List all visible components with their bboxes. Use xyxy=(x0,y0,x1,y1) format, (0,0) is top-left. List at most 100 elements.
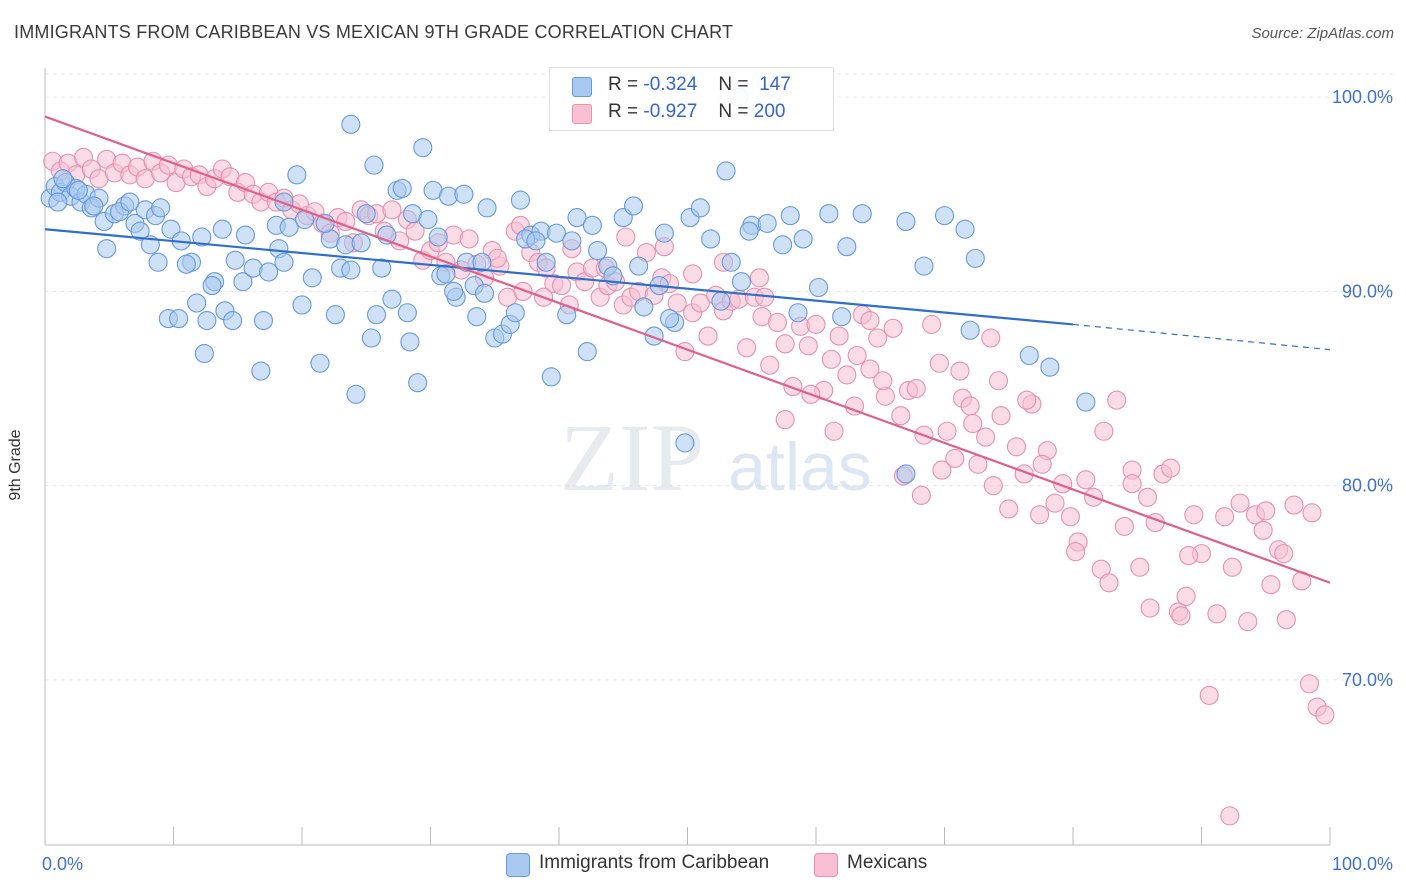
point-caribbean xyxy=(711,291,731,311)
point-mexicans xyxy=(824,421,844,441)
point-caribbean xyxy=(310,353,330,373)
point-mexicans xyxy=(749,268,770,288)
point-mexicans xyxy=(1274,544,1294,564)
point-caribbean xyxy=(408,373,428,393)
point-mexicans xyxy=(1094,421,1114,441)
point-caribbean xyxy=(541,367,561,387)
point-caribbean xyxy=(274,192,294,212)
trendline-caribbean xyxy=(44,228,1074,326)
point-caribbean xyxy=(773,235,793,255)
legend-r-label: R = xyxy=(608,74,639,95)
point-caribbean xyxy=(454,184,474,204)
point-caribbean xyxy=(965,248,985,268)
point-mexicans xyxy=(937,421,957,441)
point-caribbean xyxy=(187,293,207,313)
point-mexicans xyxy=(1220,806,1240,826)
point-caribbean xyxy=(253,310,274,331)
point-mexicans xyxy=(1315,705,1335,725)
point-caribbean xyxy=(279,217,299,237)
point-caribbean xyxy=(120,192,140,212)
point-caribbean xyxy=(97,239,117,259)
point-caribbean xyxy=(546,223,566,243)
point-caribbean xyxy=(832,307,852,327)
legend-n-label: N = xyxy=(718,101,749,122)
point-caribbean xyxy=(690,198,710,218)
point-mexicans xyxy=(950,361,970,381)
legend-n-value: 147 xyxy=(759,74,791,95)
point-mexicans xyxy=(1253,520,1273,540)
point-mexicans xyxy=(829,326,849,346)
y-tick-label: 70.0% xyxy=(1342,670,1393,690)
series-caribbean xyxy=(40,87,1096,484)
y-axis-title: 9th Grade xyxy=(7,429,24,501)
point-mexicans xyxy=(1256,501,1276,521)
point-mexicans xyxy=(382,200,402,220)
point-caribbean xyxy=(223,310,243,331)
point-mexicans xyxy=(1161,458,1181,478)
x-tick-label: 100.0% xyxy=(1332,854,1393,874)
point-caribbean xyxy=(302,268,322,288)
point-mexicans xyxy=(683,264,703,284)
point-mexicans xyxy=(883,318,903,338)
point-mexicans xyxy=(847,345,867,366)
point-caribbean xyxy=(567,208,587,228)
point-caribbean xyxy=(536,252,556,272)
point-caribbean xyxy=(505,303,525,323)
point-mexicans xyxy=(1222,557,1242,577)
watermark: ZIP atlas xyxy=(560,404,872,511)
point-caribbean xyxy=(1019,345,1039,366)
point-mexicans xyxy=(459,229,479,249)
point-mexicans xyxy=(616,227,636,247)
point-mexicans xyxy=(775,334,795,354)
watermark-atlas: atlas xyxy=(728,429,872,505)
point-caribbean xyxy=(955,219,975,239)
point-mexicans xyxy=(963,413,983,434)
legend-r-label: R = xyxy=(608,101,639,122)
point-caribbean xyxy=(53,169,73,189)
point-mexicans xyxy=(767,312,788,333)
point-mexicans xyxy=(1107,390,1127,410)
point-mexicans xyxy=(760,355,780,375)
point-caribbean xyxy=(364,155,384,175)
point-caribbean xyxy=(474,283,495,303)
point-mexicans xyxy=(821,349,841,369)
point-caribbean xyxy=(361,328,381,348)
bottom-legend-swatch-caribbean xyxy=(506,853,530,877)
point-mexicans xyxy=(868,328,888,348)
point-caribbean xyxy=(382,289,402,309)
bottom-legend: Immigrants from Caribbean Mexicans xyxy=(0,852,1406,878)
legend-text-caribbean: R = -0.324 N = 147 xyxy=(608,74,791,96)
point-caribbean xyxy=(84,196,104,216)
legend-text-mexicans: R = -0.927 N = 200 xyxy=(608,101,785,123)
point-mexicans xyxy=(1238,612,1258,632)
point-caribbean xyxy=(1076,392,1096,412)
legend-n-value: 200 xyxy=(753,101,786,122)
point-caribbean xyxy=(351,233,371,253)
point-mexicans xyxy=(513,281,533,301)
point-caribbean xyxy=(130,221,150,241)
point-caribbean xyxy=(654,223,674,243)
legend-r-value: -0.324 xyxy=(643,74,698,95)
point-caribbean xyxy=(510,190,531,210)
chart-title: IMMIGRANTS FROM CARIBBEAN VS MEXICAN 9TH… xyxy=(14,22,734,42)
point-caribbean xyxy=(169,309,189,329)
point-mexicans xyxy=(860,310,880,331)
point-caribbean xyxy=(896,211,916,232)
point-caribbean xyxy=(914,256,934,276)
point-caribbean xyxy=(721,252,741,272)
point-caribbean xyxy=(757,213,777,233)
point-caribbean xyxy=(325,305,345,325)
point-mexicans xyxy=(1261,575,1281,595)
point-mexicans xyxy=(960,396,980,416)
point-caribbean xyxy=(467,307,487,327)
bottom-legend-label-caribbean: Immigrants from Caribbean xyxy=(539,852,770,873)
point-caribbean xyxy=(194,343,214,364)
point-mexicans xyxy=(991,406,1011,426)
point-caribbean xyxy=(341,114,361,134)
point-mexicans xyxy=(932,460,952,480)
point-mexicans xyxy=(1137,487,1158,507)
point-caribbean xyxy=(477,198,497,218)
point-caribbean xyxy=(526,231,546,251)
trendline-caribbean-extension xyxy=(1072,323,1331,351)
